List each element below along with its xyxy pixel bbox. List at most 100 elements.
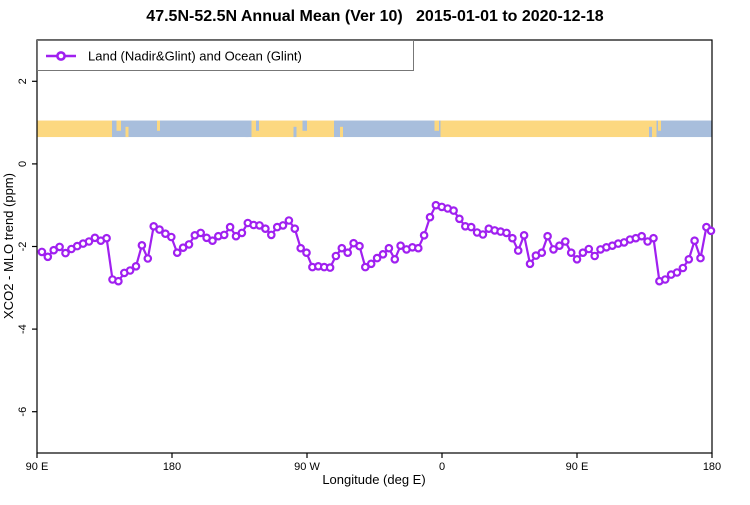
data-point: [637, 231, 647, 241]
y-axis-title: XCO2 - MLO trend (ppm): [1, 173, 16, 319]
data-point: [578, 248, 588, 258]
data-point: [649, 233, 658, 243]
data-point: [355, 241, 364, 251]
data-point: [584, 244, 594, 254]
band-speckle-ocean: [256, 120, 259, 131]
data-point: [278, 221, 288, 230]
data-point: [396, 241, 405, 251]
data-point: [555, 241, 564, 251]
y-tick-label: 2: [17, 78, 29, 84]
x-tick-label: 180: [163, 461, 181, 473]
data-point: [296, 243, 306, 253]
data-point: [378, 250, 388, 259]
legend-box: [37, 40, 414, 71]
band-speckle-land: [116, 120, 121, 131]
band-segment-ocean: [656, 120, 712, 138]
x-tick-label: 180: [703, 461, 721, 473]
data-point: [390, 254, 400, 264]
data-point: [266, 230, 276, 240]
data-point: [560, 237, 570, 246]
data-point: [519, 231, 529, 240]
data-point: [43, 252, 53, 262]
data-point: [143, 254, 153, 263]
data-point: [137, 241, 147, 250]
data-point: [537, 248, 547, 258]
data-point: [590, 251, 600, 261]
axis-ticks: [32, 80, 713, 458]
data-point: [225, 222, 235, 232]
data-point: [566, 248, 576, 258]
y-tick-label: -2: [17, 242, 29, 252]
data-point: [419, 231, 429, 240]
data-point: [678, 263, 688, 273]
data-point: [513, 246, 523, 255]
data-point: [413, 243, 423, 253]
data-point: [502, 228, 511, 238]
data-markers: [37, 200, 716, 286]
data-point: [696, 253, 705, 263]
data-point: [290, 224, 300, 234]
data-point: [131, 261, 141, 271]
data-point: [284, 216, 294, 225]
data-point: [37, 247, 47, 257]
band-segment-ocean: [112, 120, 252, 138]
legend-key-marker-icon: [56, 51, 66, 61]
data-point: [366, 259, 376, 269]
band-segment-land: [251, 120, 334, 138]
band-speckle-ocean: [649, 126, 652, 138]
data-point: [155, 225, 164, 234]
y-tick-label: -6: [17, 407, 29, 417]
data-point: [660, 275, 670, 284]
data-point: [219, 230, 229, 240]
x-tick-label: 90 W: [294, 461, 320, 473]
data-point: [572, 254, 582, 264]
legend-label: Land (Nadir&Glint) and Ocean (Glint): [88, 49, 302, 64]
data-point: [684, 254, 694, 264]
x-tick-label: 90 E: [26, 461, 49, 473]
data-point: [167, 232, 176, 242]
data-point: [384, 243, 394, 253]
data-point: [372, 253, 382, 263]
y-tick-label: 0: [17, 161, 29, 167]
data-point: [466, 222, 476, 232]
data-point: [343, 248, 353, 258]
band-speckle-land: [658, 120, 661, 131]
data-point: [208, 236, 217, 246]
x-tick-label: 90 E: [566, 461, 589, 473]
band-segment-ocean: [334, 120, 441, 138]
band-speckle-ocean: [245, 126, 249, 138]
band-speckle-land: [434, 120, 439, 131]
data-point: [261, 224, 270, 234]
data-point: [449, 206, 458, 215]
data-point: [325, 263, 335, 272]
data-point: [672, 268, 682, 277]
x-axis-title: Longitude (deg E): [322, 472, 425, 487]
data-point: [196, 228, 206, 238]
band-speckle-land: [125, 126, 129, 138]
data-point: [337, 243, 347, 253]
data-point: [478, 230, 488, 239]
data-point: [508, 233, 517, 243]
data-point: [543, 231, 552, 241]
band-speckle-ocean: [293, 126, 297, 138]
axis-tick-labels: 90 E 180 90 W 0 90 E 180 2 0 -2 -4 -6: [17, 78, 721, 473]
data-point: [549, 245, 558, 254]
data-point: [425, 212, 435, 222]
data-point: [125, 266, 135, 275]
data-point: [114, 276, 123, 286]
band-speckle-land: [340, 126, 343, 138]
data-point: [690, 236, 699, 246]
data-point: [331, 251, 341, 261]
data-point: [706, 226, 716, 236]
data-point: [455, 214, 464, 224]
y-tick-label: -4: [17, 324, 29, 334]
data-point: [302, 248, 311, 258]
x-tick-label: 0: [439, 461, 445, 473]
data-point: [237, 228, 247, 238]
legend: Land (Nadir&Glint) and Ocean (Glint): [37, 40, 414, 71]
band-speckle-land: [157, 120, 160, 131]
data-point: [84, 237, 94, 246]
data-point: [525, 259, 535, 269]
band-segment-land: [37, 120, 112, 138]
